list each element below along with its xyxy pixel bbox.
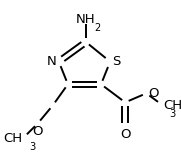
Text: O: O bbox=[120, 128, 131, 141]
Text: O: O bbox=[32, 125, 43, 138]
Text: NH: NH bbox=[76, 13, 96, 26]
Text: 3: 3 bbox=[170, 109, 176, 119]
Text: O: O bbox=[149, 87, 159, 100]
Text: S: S bbox=[112, 55, 121, 68]
Text: 2: 2 bbox=[94, 23, 100, 33]
Text: CH: CH bbox=[163, 99, 181, 112]
Text: CH: CH bbox=[3, 132, 23, 145]
Text: N: N bbox=[47, 55, 56, 68]
Text: 3: 3 bbox=[29, 142, 36, 152]
